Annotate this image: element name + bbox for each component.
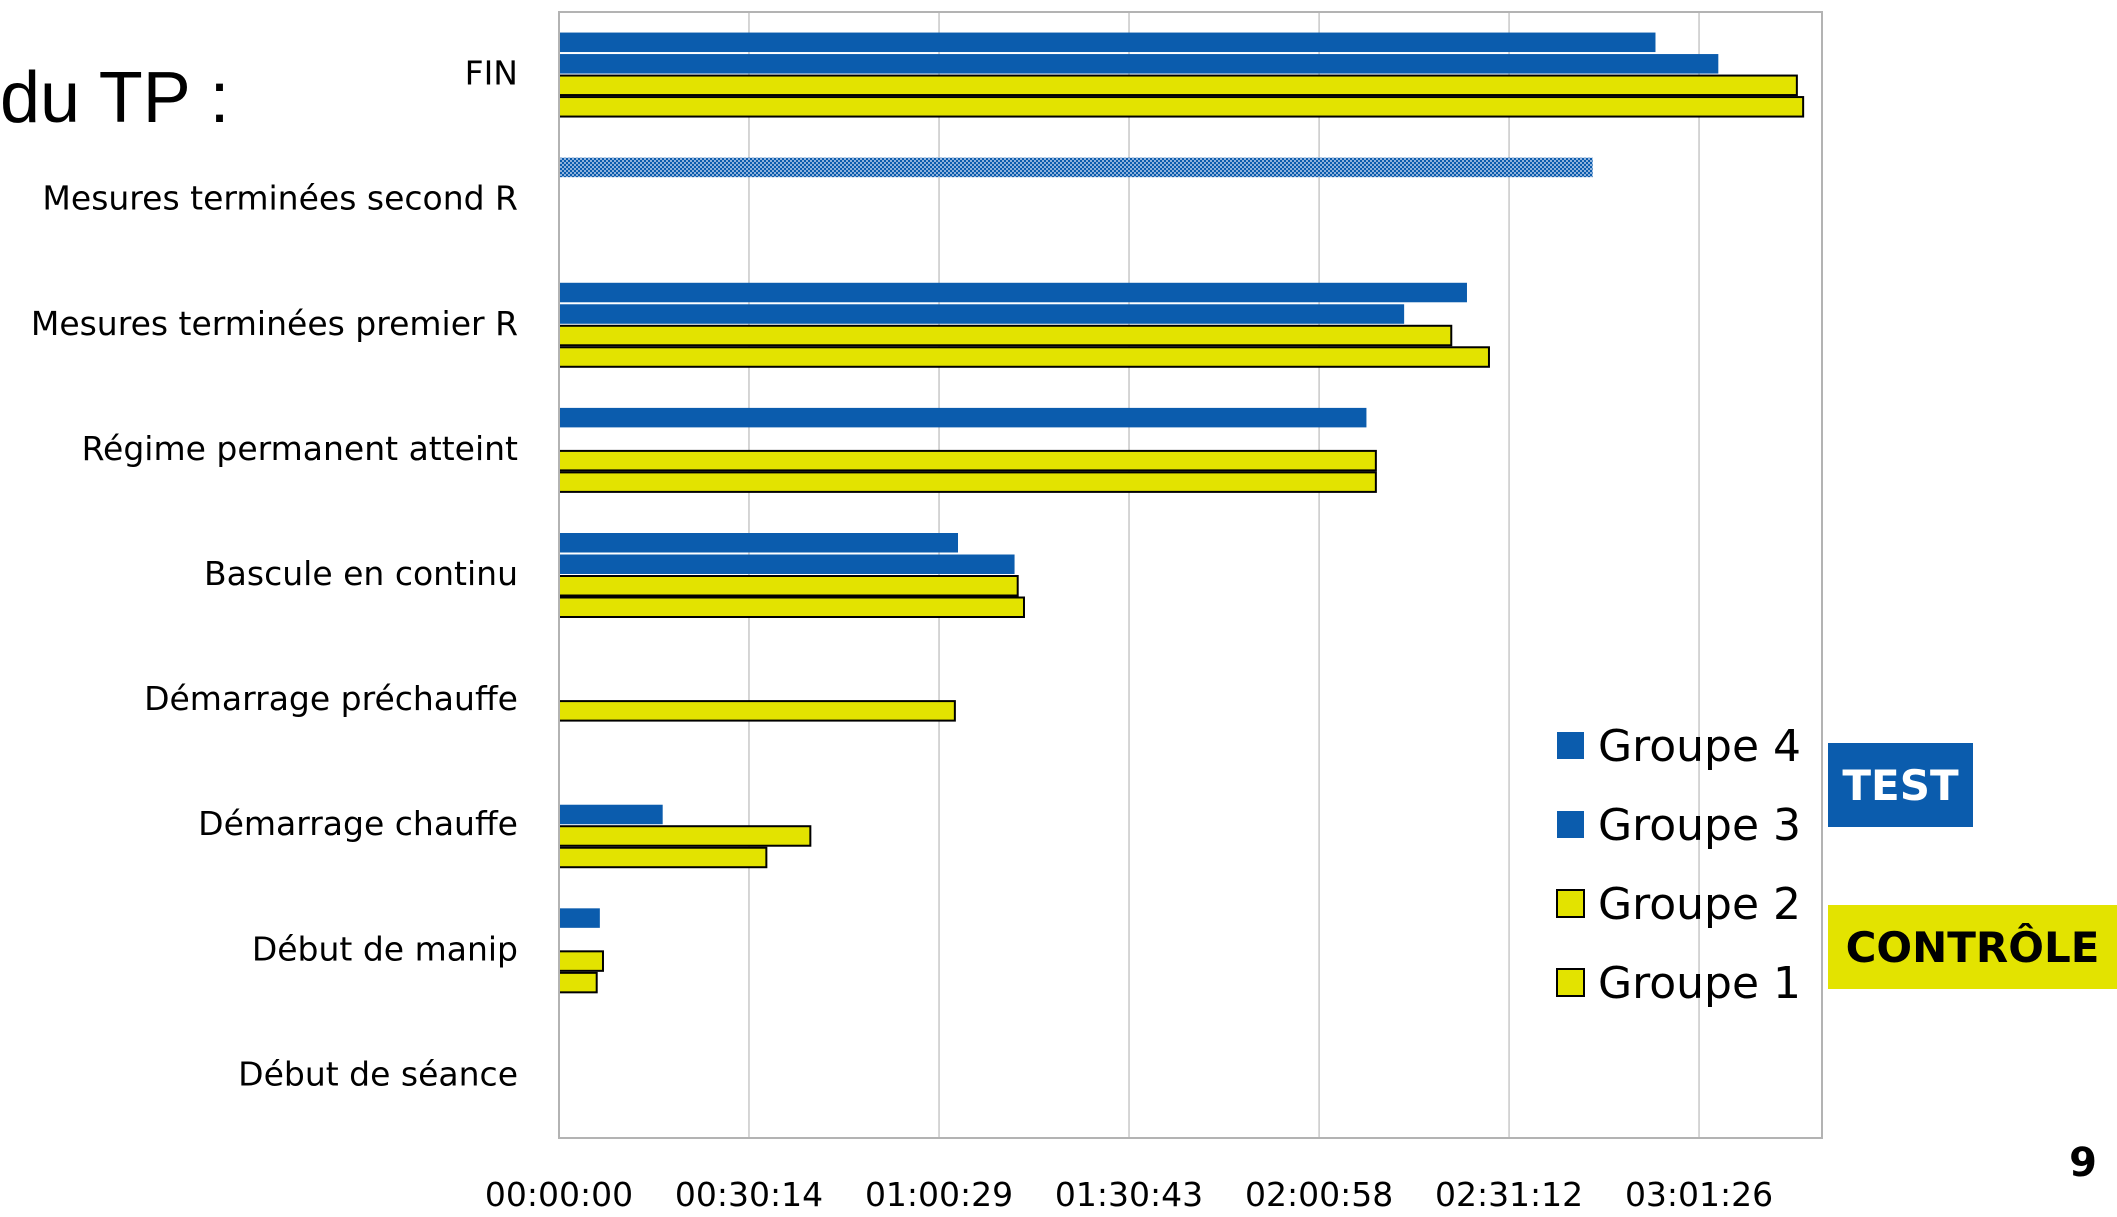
bar-groupe-4-bascule-en-continu xyxy=(559,533,959,553)
page-number: 9 xyxy=(2069,1140,2097,1186)
bar-groupe-2-demarrage-prechauffe xyxy=(558,700,956,722)
bar-groupe-3-bascule-en-continu xyxy=(559,554,1015,574)
legend-label-groupe-1: Groupe 1 xyxy=(1598,958,1801,1009)
bar-groupe-2-regime-permanent-atteint xyxy=(558,449,1377,472)
x-tick-label: 02:31:12 xyxy=(1435,1175,1583,1214)
bar-groupe-1-mesures-terminees-premier-r xyxy=(558,346,1490,368)
legend: Groupe 4 Groupe 3 Groupe 2 Groupe 1 xyxy=(1556,721,1801,1009)
category-label: Mesures terminées premier R xyxy=(31,304,518,343)
category-label: Bascule en continu xyxy=(204,554,518,593)
x-tick-label: 00:30:14 xyxy=(675,1175,823,1214)
bar-groupe-2-fin xyxy=(558,74,1798,97)
x-tick-label: 01:30:43 xyxy=(1055,1175,1203,1214)
test-badge: TEST xyxy=(1828,743,1973,827)
bar-groupe-4-debut-de-manip xyxy=(559,908,600,928)
category-label: Mesures terminées second R xyxy=(42,179,518,218)
category-label: FIN xyxy=(465,54,518,93)
plot-frame xyxy=(558,11,1823,1139)
legend-swatch-groupe-4 xyxy=(1557,732,1584,759)
bar-groupe-2-mesures-terminees-premier-r xyxy=(558,324,1453,347)
bar-groupe-1-demarrage-chauffe xyxy=(558,846,768,869)
bar-groupe-1-fin xyxy=(558,96,1805,118)
x-tick-label: 00:00:00 xyxy=(485,1175,633,1214)
x-tick-label: 01:00:29 xyxy=(865,1175,1013,1214)
bar-groupe-2-demarrage-chauffe xyxy=(558,825,812,847)
bar-groupe-4-mesures-terminees-second-r xyxy=(559,157,1593,178)
bar-groupe-4-regime-permanent-atteint xyxy=(559,407,1367,428)
category-label: Démarrage préchauffe xyxy=(144,679,518,718)
x-tick-labels: 00:00:00 00:30:14 01:00:29 01:30:43 02:00:58… xyxy=(485,1175,1773,1214)
bar-groupe-3-mesures-terminees-premier-r xyxy=(559,304,1405,324)
control-badge: CONTRÔLE xyxy=(1828,905,2117,989)
bar-groupe-4-fin xyxy=(559,32,1656,53)
bar-groupe-1-bascule-en-continu xyxy=(558,596,1025,618)
category-label: Début de manip xyxy=(252,929,518,968)
bar-groupe-4-mesures-terminees-premier-r xyxy=(559,282,1467,303)
slide-title: du TP : xyxy=(0,58,230,138)
category-labels: Début de séance Début de manip Démarrage c… xyxy=(31,54,518,1094)
bar-groupe-3-fin xyxy=(559,54,1719,74)
legend-label-groupe-3: Groupe 3 xyxy=(1598,800,1801,851)
bar-groupe-2-debut-de-manip xyxy=(558,950,604,972)
legend-swatch-groupe-2 xyxy=(1556,889,1585,918)
bar-groupe-1-debut-de-manip xyxy=(558,971,598,994)
legend-label-groupe-2: Groupe 2 xyxy=(1598,879,1801,930)
category-label: Démarrage chauffe xyxy=(198,804,518,843)
x-tick-label: 02:00:58 xyxy=(1245,1175,1393,1214)
legend-swatch-groupe-3 xyxy=(1557,811,1584,838)
category-label: Début de séance xyxy=(238,1054,518,1093)
legend-swatch-groupe-1 xyxy=(1556,968,1585,997)
category-label: Régime permanent atteint xyxy=(82,429,518,468)
x-tick-label: 03:01:26 xyxy=(1625,1175,1773,1214)
bar-groupe-2-bascule-en-continu xyxy=(558,575,1019,597)
bar-groupe-1-regime-permanent-atteint xyxy=(558,471,1377,493)
bar-groupe-3-demarrage-chauffe xyxy=(559,804,663,825)
legend-label-groupe-4: Groupe 4 xyxy=(1598,721,1801,772)
bars xyxy=(558,32,1805,994)
